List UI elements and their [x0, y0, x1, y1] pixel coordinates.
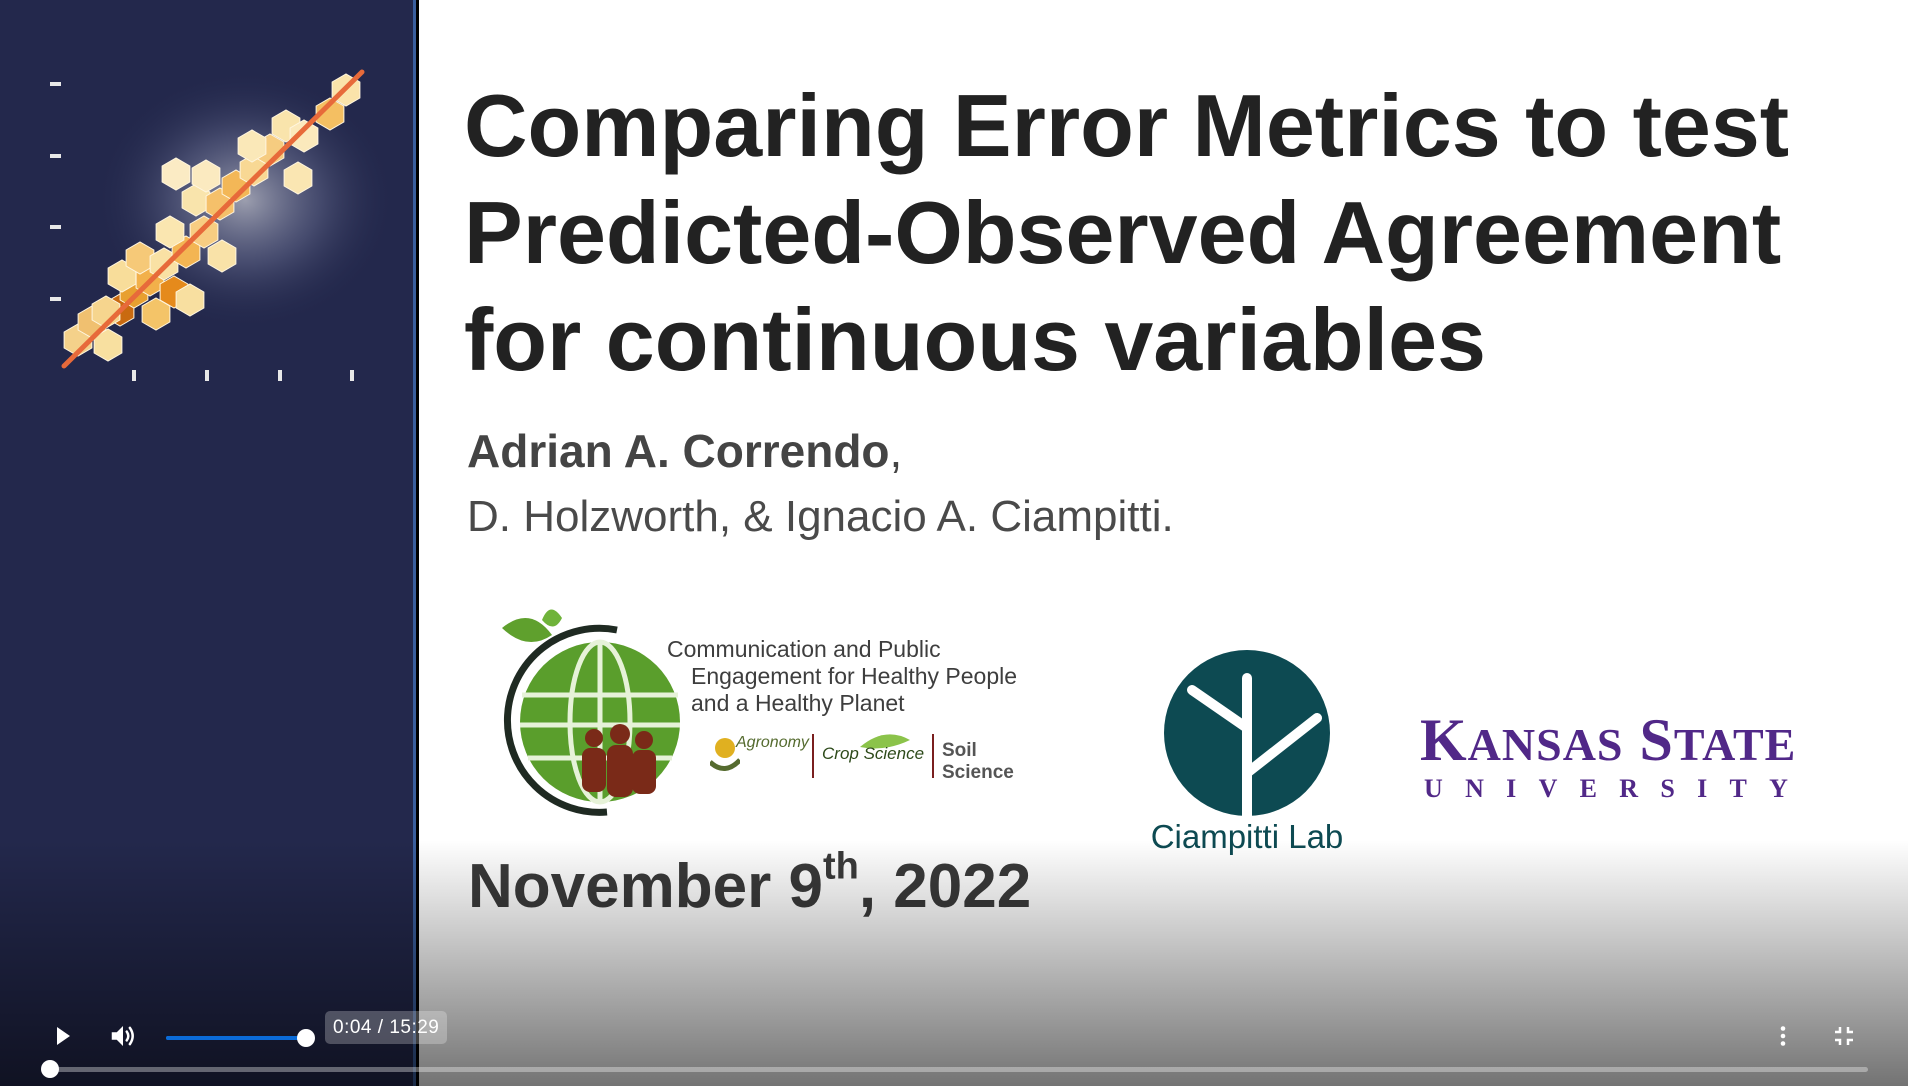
hexbin-cell: [237, 129, 267, 163]
cpe-logo: Communication and Public Engagement for …: [482, 600, 1022, 830]
fullscreen-exit-icon: [1835, 1027, 1853, 1045]
presentation-date: November 9th, 2022: [468, 848, 1032, 922]
hexbin-cell: [175, 283, 205, 317]
tree-icon: [1164, 650, 1330, 821]
hexbin-cell: [207, 239, 237, 273]
soil-society-label: Soil Science: [942, 740, 1014, 783]
hexbin-cell: [191, 159, 221, 193]
player-controls: 0:04 / 15:29: [0, 1000, 1908, 1086]
date-ordinal: th: [822, 845, 859, 888]
lead-author: Adrian A. Correndo,: [467, 424, 902, 478]
volume-button[interactable]: [101, 1014, 145, 1058]
globe-icon: [502, 609, 680, 816]
ciampitti-lab-logo: Ciampitti Lab: [1132, 648, 1362, 858]
ksu-wordmark: KANSAS STATE: [1420, 707, 1797, 773]
date-year: , 2022: [858, 852, 1032, 921]
title-line: for continuous variables: [464, 290, 1486, 389]
ciampitti-lab-label: Ciampitti Lab: [1150, 818, 1344, 855]
seek-bar[interactable]: [40, 1060, 1868, 1078]
ksu-university: UNIVERSITY: [1424, 774, 1811, 803]
exit-fullscreen-button[interactable]: [1822, 1014, 1866, 1058]
coauthors: D. Holzworth, & Ignacio A. Ciampitti.: [467, 492, 1174, 541]
hexbin-cell: [181, 183, 211, 217]
hexbin-cell: [155, 215, 185, 249]
more-vert-icon: [1780, 1026, 1786, 1046]
play-icon: [57, 1027, 70, 1045]
divider: [932, 734, 934, 778]
volume-slider[interactable]: [166, 1029, 315, 1047]
hexbin-cell: [315, 97, 345, 131]
cpe-logo-text: Communication and Public Engagement for …: [667, 636, 1017, 717]
hexbin-cell: [283, 161, 313, 195]
cpe-line: Engagement for Healthy People: [691, 663, 1018, 689]
title-line: Comparing Error Metrics to test: [464, 76, 1790, 175]
volume-level: [166, 1036, 306, 1040]
hexbin-plot-decoration: [50, 69, 395, 381]
divider: [812, 734, 814, 778]
kansas-state-logo: KANSAS STATE UNIVERSITY: [1420, 707, 1810, 804]
agronomy-society-label: Agronomy: [736, 734, 809, 751]
lead-author-name: Adrian A. Correndo: [467, 425, 890, 477]
cpe-line: Communication and Public: [667, 636, 941, 662]
hexbin-cell: [161, 157, 191, 191]
lead-author-comma: ,: [889, 425, 903, 477]
cpe-line: and a Healthy Planet: [691, 690, 905, 716]
leaf-icon: [860, 734, 910, 749]
hexbin-cell: [125, 241, 155, 275]
more-options-button[interactable]: [1761, 1014, 1805, 1058]
date-main: November 9: [468, 852, 823, 921]
slide-title: Comparing Error Metrics to test Predicte…: [464, 72, 1864, 393]
play-button[interactable]: [40, 1014, 84, 1058]
agronomy-logo-icon: [710, 738, 740, 771]
time-display: 0:04 / 15:29: [325, 1011, 448, 1044]
volume-slider-thumb[interactable]: [297, 1029, 315, 1047]
title-line: Predicted-Observed Agreement: [464, 183, 1782, 282]
volume-icon: [111, 1026, 134, 1046]
crop-society-label: Crop Science: [822, 744, 925, 763]
slide-sidebar: [0, 0, 416, 1086]
hexbin-cell: [289, 119, 319, 153]
seek-bar-thumb[interactable]: [40, 1060, 59, 1078]
society-logos: Agronomy Crop Science Soil Science: [710, 732, 1014, 783]
